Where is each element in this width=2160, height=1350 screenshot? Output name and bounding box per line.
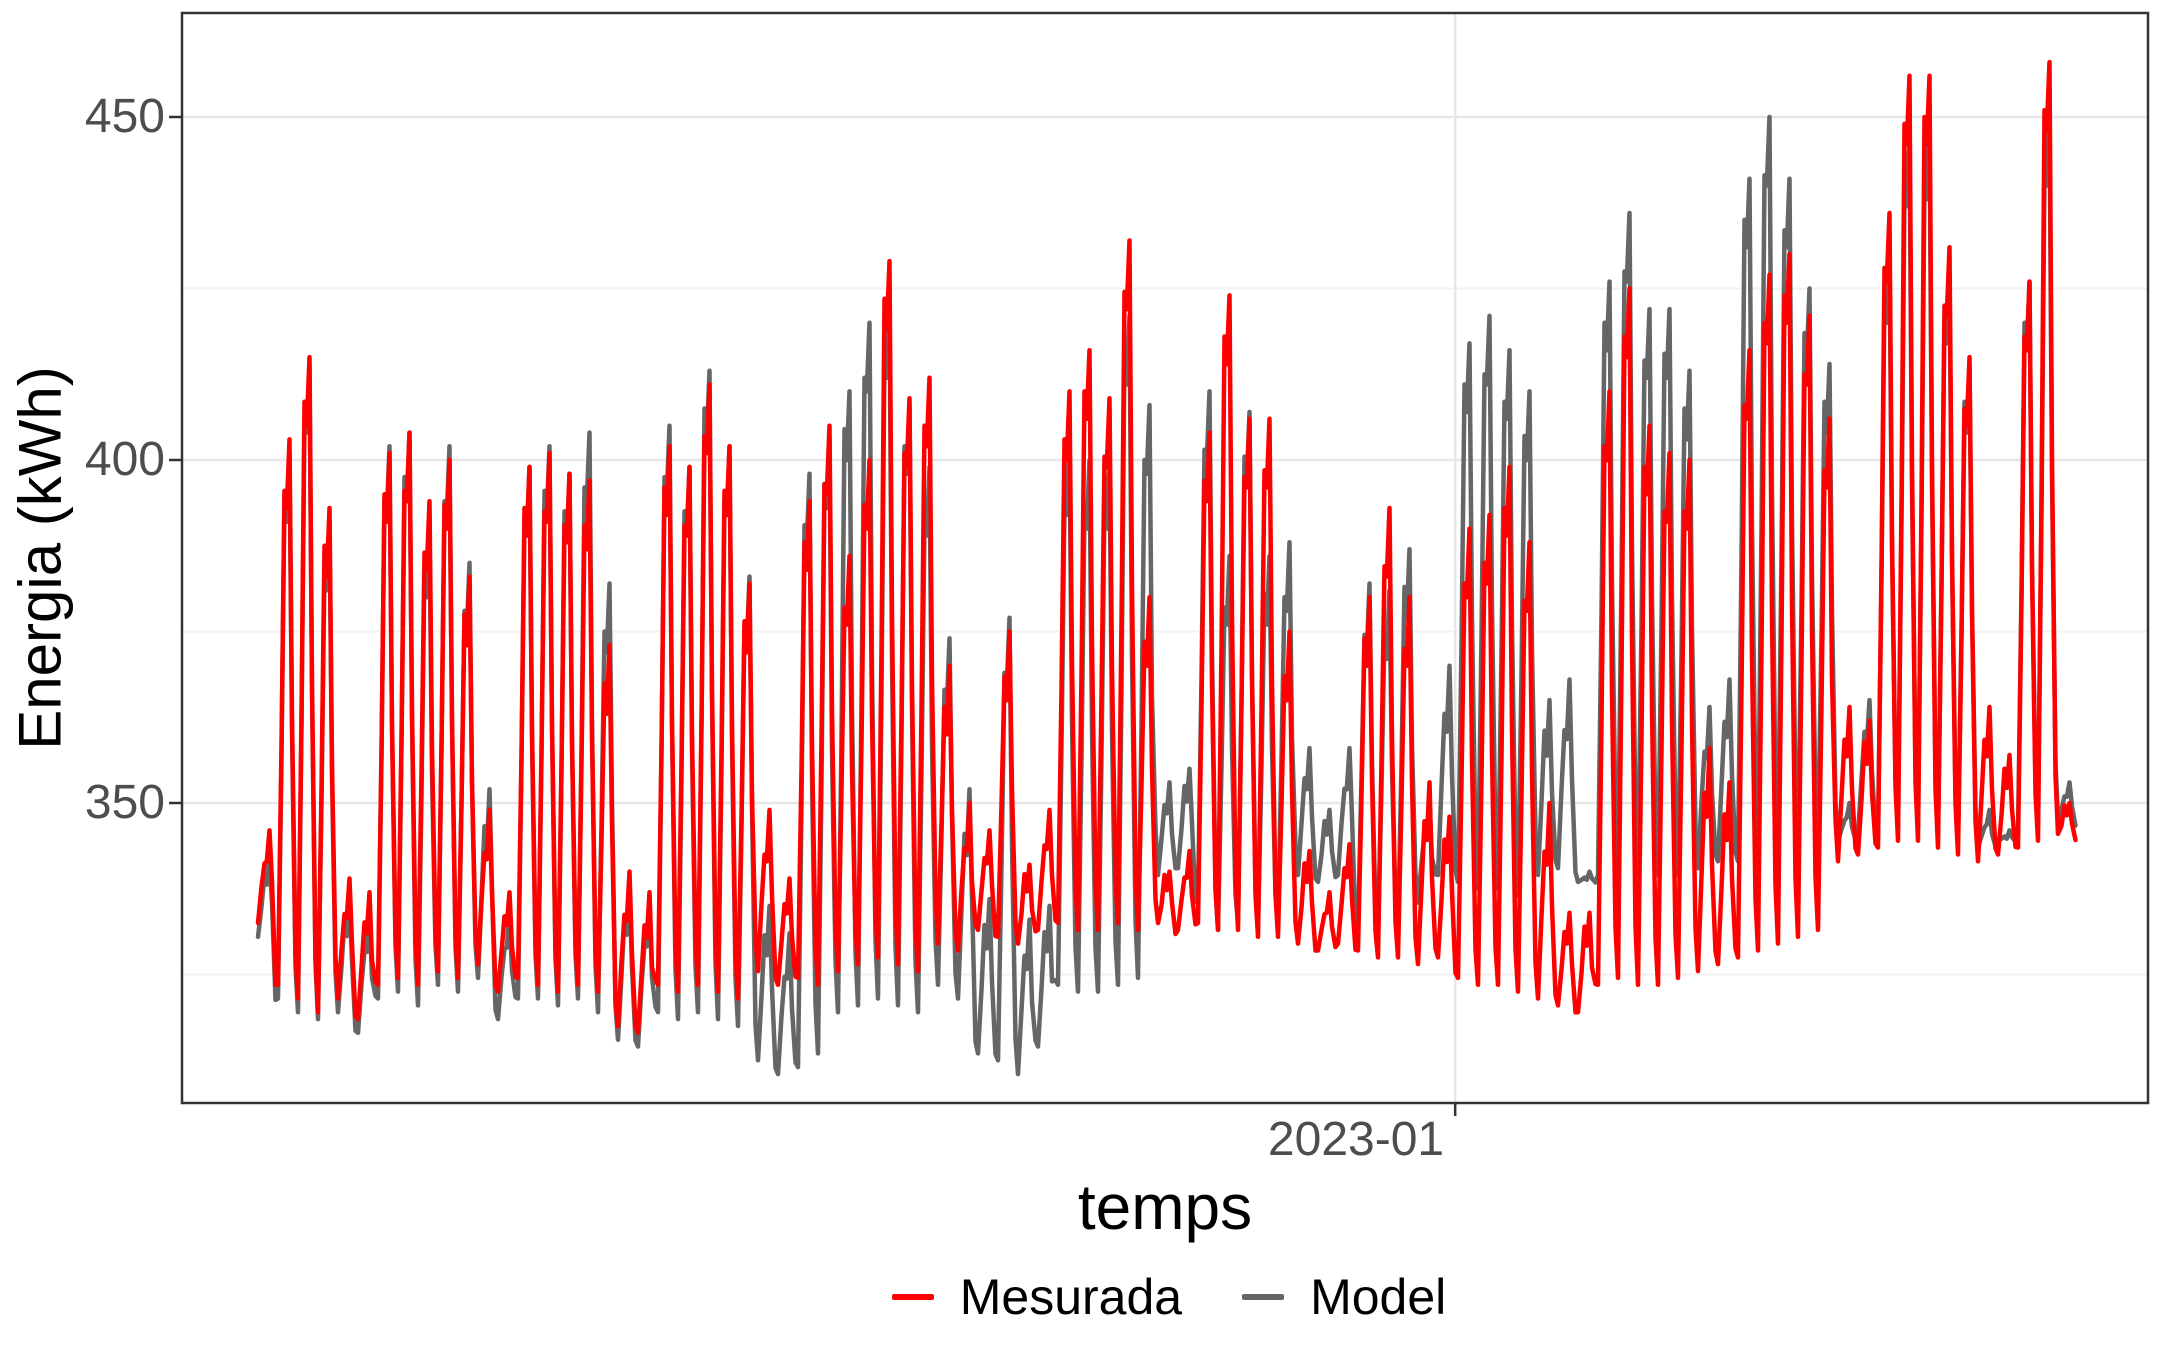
x-tick-label-2023-01: 2023-01 [1267,1113,1445,1166]
panel-border [180,11,2150,1105]
legend: Mesurada Model [182,1262,2148,1332]
y-tick-label-350: 350 [84,776,165,829]
legend-key-box [1234,1268,1292,1326]
y-tick-label-450: 450 [84,90,165,143]
legend-label-model: Model [1310,1269,1447,1325]
legend-item-mesurada: Mesurada [884,1268,1182,1326]
mesurada-line-swatch-icon [891,1294,934,1300]
legend-item-model: Model [1234,1268,1446,1326]
mesurada-line [255,59,2078,1036]
x-axis-title: temps [1077,1171,1253,1243]
axis-tick-marks [169,115,1457,1116]
y-axis-title: Energia (kWh) [6,366,74,750]
legend-label-mesurada: Mesurada [959,1269,1183,1325]
y-tick-label-400: 400 [84,433,165,486]
legend-key-box [884,1268,942,1326]
model-line-swatch-icon [1242,1294,1285,1300]
